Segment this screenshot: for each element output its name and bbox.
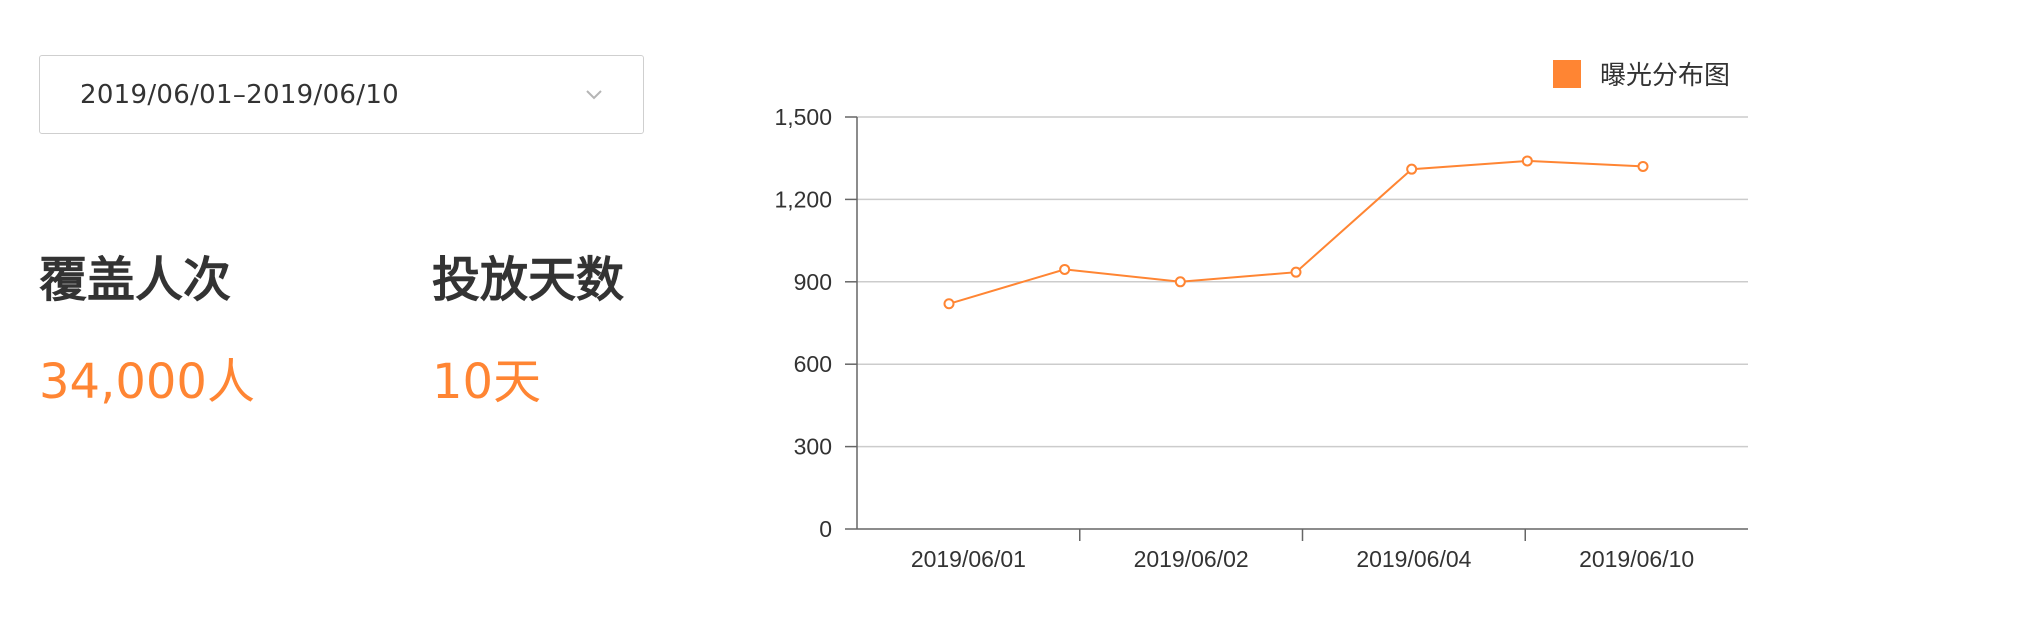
x-tick-label: 2019/06/10	[1579, 546, 1694, 572]
data-point	[1174, 276, 1186, 288]
date-range-select[interactable]: 2019/06/01–2019/06/10	[39, 55, 644, 134]
x-tick-label: 2019/06/02	[1134, 546, 1249, 572]
x-tick-label: 2019/06/04	[1356, 546, 1471, 572]
days-value: 10天	[432, 354, 542, 410]
chevron-down-icon	[586, 89, 602, 99]
data-point	[1406, 163, 1418, 175]
data-point	[943, 298, 955, 310]
legend-label: 曝光分布图	[1600, 61, 1730, 91]
y-tick-label: 900	[794, 269, 832, 295]
legend-swatch	[1553, 60, 1581, 88]
y-tick-label: 1,200	[774, 186, 832, 212]
x-tick-label: 2019/06/01	[911, 546, 1026, 572]
coverage-label: 覆盖人次	[39, 252, 232, 308]
data-point	[1521, 155, 1533, 167]
y-tick-label: 600	[794, 351, 832, 377]
y-tick-label: 0	[819, 516, 832, 542]
date-range-value: 2019/06/01–2019/06/10	[80, 79, 400, 110]
data-point	[1059, 263, 1071, 275]
coverage-value: 34,000人	[39, 354, 255, 410]
data-point	[1290, 266, 1302, 278]
y-tick-label: 300	[794, 434, 832, 460]
data-point	[1637, 160, 1649, 172]
days-label: 投放天数	[432, 252, 625, 308]
y-tick-label: 1,500	[774, 104, 832, 130]
